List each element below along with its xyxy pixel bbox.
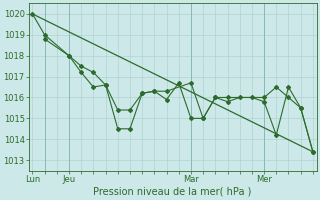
X-axis label: Pression niveau de la mer( hPa ): Pression niveau de la mer( hPa ) <box>93 187 252 197</box>
